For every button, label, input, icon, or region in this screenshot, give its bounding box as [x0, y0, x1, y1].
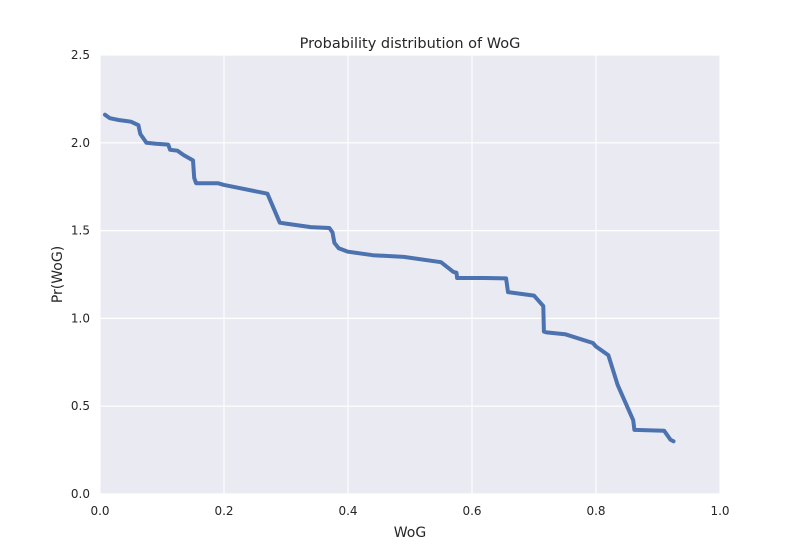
plot-area: [100, 55, 720, 494]
y-axis-ticks: 0.0 0.5 1.0 1.5 2.0 2.5: [71, 48, 90, 501]
y-tick-label: 0.5: [71, 399, 90, 413]
series-layer: [103, 112, 676, 444]
y-tick-label: 2.5: [71, 48, 90, 62]
x-tick-label: 0.6: [462, 504, 481, 518]
series-line: [103, 112, 676, 444]
y-axis-label: Pr(WoG): [50, 246, 66, 303]
x-tick-label: 0.0: [90, 504, 109, 518]
x-tick-label: 0.8: [586, 504, 605, 518]
x-tick-label: 0.2: [214, 504, 233, 518]
x-axis-ticks: 0.0 0.2 0.4 0.6 0.8 1.0: [90, 504, 729, 518]
x-tick-label: 1.0: [710, 504, 729, 518]
y-tick-label: 0.0: [71, 487, 90, 501]
y-tick-label: 1.0: [71, 311, 90, 325]
y-tick-label: 2.0: [71, 136, 90, 150]
y-tick-label: 1.5: [71, 224, 90, 238]
chart-title: Probability distribution of WoG: [300, 36, 521, 52]
grid: [99, 54, 721, 495]
x-axis-label: WoG: [394, 525, 426, 541]
x-tick-label: 0.4: [338, 504, 357, 518]
